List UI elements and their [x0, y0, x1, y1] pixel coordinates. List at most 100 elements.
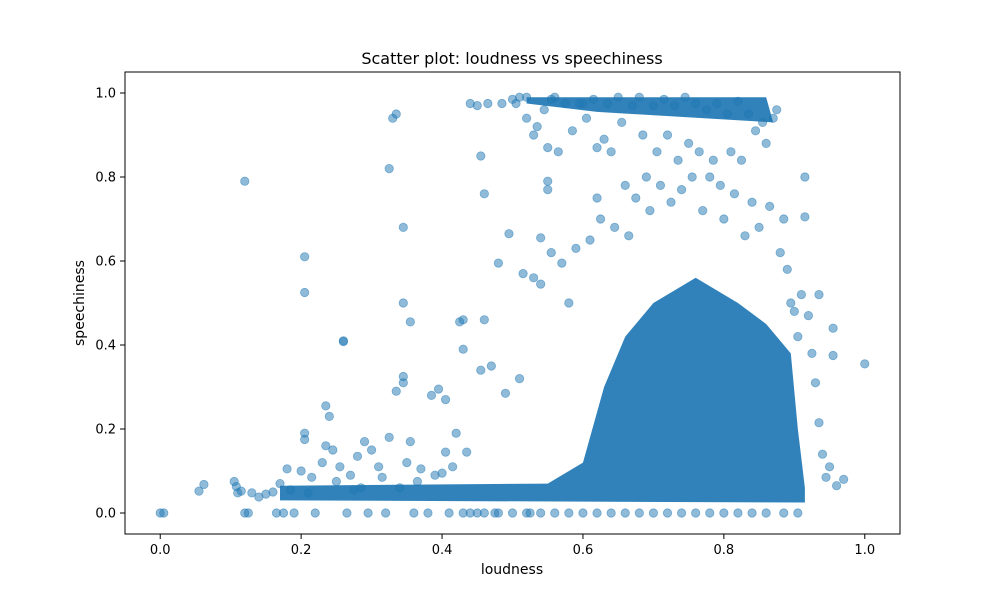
x-tick-label: 0.8 — [714, 543, 735, 558]
scatter-point — [317, 457, 327, 468]
scatter-point — [666, 197, 676, 207]
scatter-point — [793, 508, 803, 518]
scatter-point — [726, 147, 736, 157]
scatter-point — [363, 508, 373, 518]
scatter-point — [701, 105, 711, 115]
y-tick-label: 0.6 — [95, 255, 116, 270]
scatter-point — [662, 130, 673, 140]
scatter-point — [592, 508, 602, 518]
scatter-point — [543, 176, 553, 186]
scatter-point — [275, 478, 285, 489]
scatter-point — [595, 214, 606, 224]
y-tick-label: 0.8 — [95, 171, 116, 186]
scatter-point — [521, 92, 532, 102]
scatter-point — [782, 264, 792, 274]
scatter-point — [296, 466, 306, 476]
scatter-point — [786, 298, 796, 308]
scatter-point — [398, 378, 408, 388]
x-tick-label: 0.4 — [432, 543, 453, 558]
scatter-point — [543, 185, 553, 195]
scatter-point — [529, 273, 539, 283]
scatter-point — [634, 92, 644, 102]
scatter-point — [754, 222, 764, 232]
scatter-point — [194, 486, 204, 496]
scatter-point — [412, 476, 422, 487]
scatter-point — [765, 201, 775, 211]
scatter-point — [268, 487, 278, 497]
scatter-point — [743, 109, 754, 119]
scatter-point — [620, 180, 630, 190]
scatter-point — [282, 464, 292, 474]
scatter-point — [381, 508, 391, 518]
chart-title: Scatter plot: loudness vs speechiness — [361, 49, 662, 68]
scatter-point — [789, 306, 799, 316]
scatter-point — [356, 483, 366, 493]
scatter-point — [588, 94, 599, 104]
scatter-point — [532, 122, 542, 132]
scatter-point — [733, 96, 743, 107]
scatter-point — [521, 508, 532, 518]
scatter-point — [691, 98, 701, 109]
scatter-point — [247, 488, 257, 498]
scatter-point — [303, 488, 313, 498]
scatter-point — [342, 508, 352, 518]
scatter-point — [433, 384, 444, 394]
y-axis-label: speechiness — [72, 260, 88, 346]
scatter-point — [374, 462, 384, 472]
scatter-point — [476, 365, 486, 375]
scatter-point — [691, 508, 701, 518]
scatter-point — [712, 98, 722, 109]
scatter-point — [684, 138, 694, 148]
scatter-point — [662, 508, 673, 518]
scatter-point — [504, 229, 514, 239]
scatter-point — [398, 298, 408, 308]
scatter-point — [659, 94, 669, 104]
scatter-point — [472, 101, 482, 111]
scatter-point — [648, 508, 659, 518]
scatter-point — [800, 212, 810, 222]
scatter-point — [444, 508, 454, 518]
scatter-point — [592, 143, 602, 153]
scatter-point — [539, 105, 549, 115]
scatter-point — [448, 462, 458, 472]
scatter-point — [740, 231, 750, 241]
scatter-point — [497, 98, 507, 109]
scatter-point — [617, 117, 627, 128]
scatter-point — [772, 105, 782, 115]
scatter-point — [359, 436, 370, 447]
scatter-point — [159, 508, 169, 518]
scatter-point — [768, 113, 778, 123]
y-tick-label: 0.0 — [95, 507, 116, 522]
scatter-point — [486, 361, 496, 371]
scatter-point — [779, 508, 789, 518]
scatter-point — [807, 348, 817, 358]
scatter-point — [698, 206, 708, 216]
scatter-point — [451, 428, 461, 438]
scatter-point — [828, 350, 838, 361]
scatter-point — [705, 508, 715, 518]
scatter-point — [476, 151, 486, 161]
scatter-point — [384, 432, 394, 442]
scatter-point — [405, 436, 415, 447]
scatter-point — [440, 394, 451, 405]
scatter-point — [437, 468, 447, 478]
scatter-point — [620, 508, 630, 518]
scatter-point — [300, 434, 310, 445]
dense-point-cloud — [280, 97, 805, 503]
scatter-point — [722, 109, 732, 119]
scatter-point — [500, 388, 511, 398]
scatter-point — [493, 258, 504, 268]
scatter-point — [352, 451, 363, 461]
scatter-point — [676, 185, 687, 195]
scatter-point — [631, 193, 641, 203]
scatter-point — [571, 243, 581, 253]
scatter-point — [402, 457, 412, 468]
scatter-point — [243, 508, 253, 518]
scatter-point — [553, 147, 563, 157]
points-layer — [155, 92, 870, 518]
scatter-point — [828, 323, 838, 333]
scatter-point — [831, 481, 842, 491]
scatter-point — [300, 287, 310, 298]
scatter-point — [472, 508, 482, 518]
scatter-point — [733, 508, 743, 518]
